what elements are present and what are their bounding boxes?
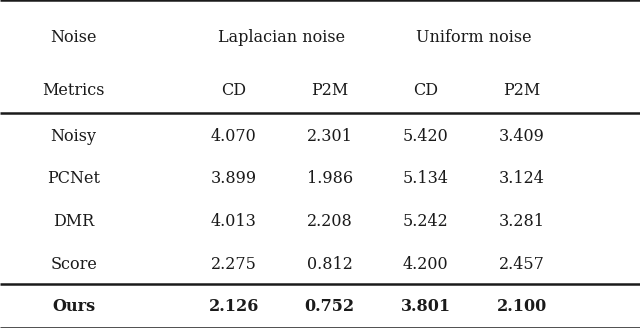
Text: Score: Score [50, 256, 97, 273]
Text: 5.242: 5.242 [403, 213, 449, 230]
Text: 2.126: 2.126 [209, 298, 259, 315]
Text: 5.134: 5.134 [403, 170, 449, 187]
Text: Ours: Ours [52, 298, 95, 315]
Text: Laplacian noise: Laplacian noise [218, 29, 345, 46]
Text: P2M: P2M [311, 82, 348, 99]
Text: 3.899: 3.899 [211, 170, 257, 187]
Text: P2M: P2M [503, 82, 540, 99]
Text: 0.812: 0.812 [307, 256, 353, 273]
Text: DMR: DMR [53, 213, 94, 230]
Text: 5.420: 5.420 [403, 128, 449, 145]
Text: 3.281: 3.281 [499, 213, 545, 230]
Text: 3.801: 3.801 [401, 298, 451, 315]
Text: Noisy: Noisy [51, 128, 97, 145]
Text: 1.986: 1.986 [307, 170, 353, 187]
Text: 2.457: 2.457 [499, 256, 545, 273]
Text: 2.301: 2.301 [307, 128, 353, 145]
Text: 3.409: 3.409 [499, 128, 545, 145]
Text: PCNet: PCNet [47, 170, 100, 187]
Text: Noise: Noise [51, 29, 97, 46]
Text: 2.275: 2.275 [211, 256, 257, 273]
Text: 4.013: 4.013 [211, 213, 257, 230]
Text: 2.100: 2.100 [497, 298, 547, 315]
Text: Metrics: Metrics [42, 82, 105, 99]
Text: 4.200: 4.200 [403, 256, 449, 273]
Text: Uniform noise: Uniform noise [416, 29, 531, 46]
Text: CD: CD [413, 82, 438, 99]
Text: 0.752: 0.752 [305, 298, 355, 315]
Text: 4.070: 4.070 [211, 128, 257, 145]
Text: CD: CD [221, 82, 246, 99]
Text: 2.208: 2.208 [307, 213, 353, 230]
Text: 3.124: 3.124 [499, 170, 545, 187]
